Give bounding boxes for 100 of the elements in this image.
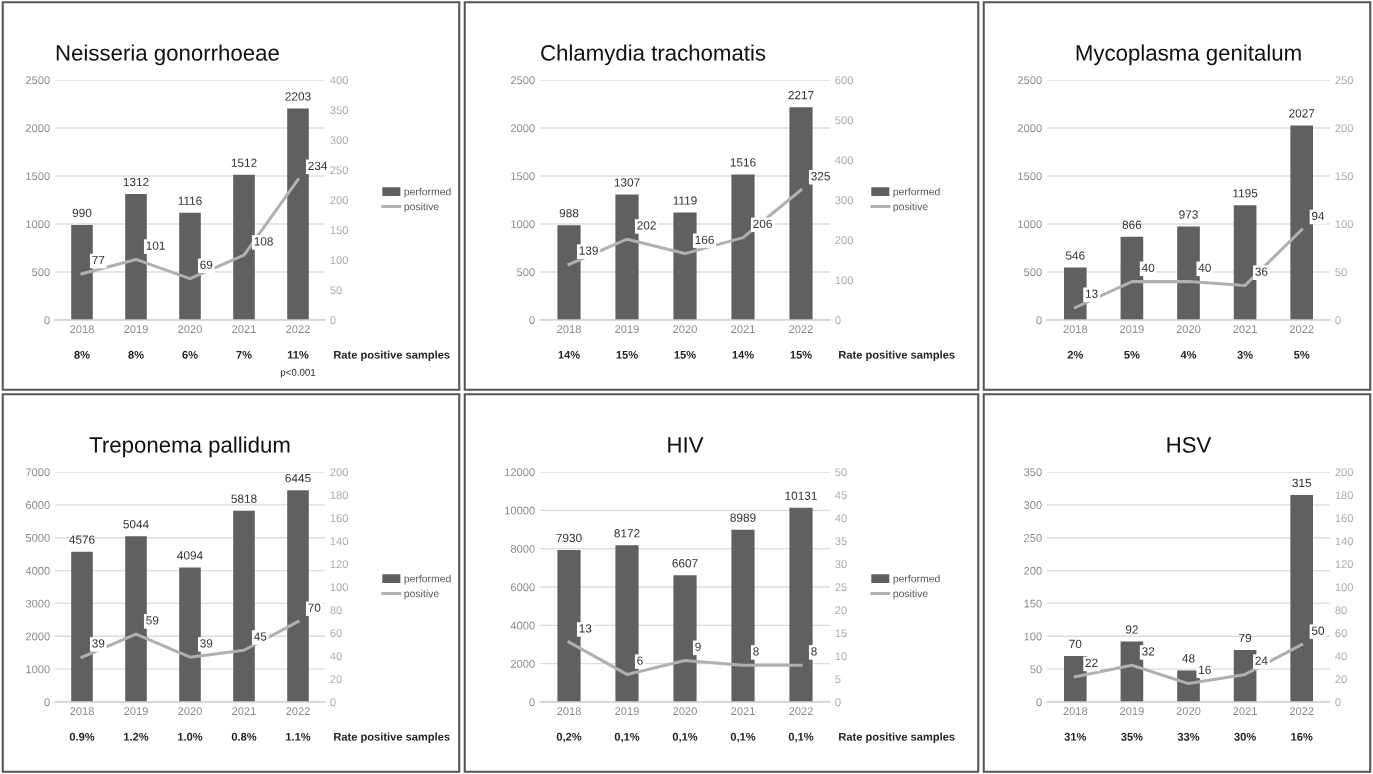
- legend-label: positive: [404, 202, 439, 213]
- bar: [125, 536, 147, 702]
- text: 0.8%: [231, 732, 257, 741]
- y2-tick-label: 200: [330, 468, 348, 477]
- y2-tick-label: 45: [835, 491, 847, 500]
- bar: [557, 225, 581, 320]
- data-label: 77: [92, 255, 105, 265]
- y-tick-label: 0: [44, 698, 50, 707]
- y2-tick-label: 150: [330, 226, 348, 235]
- data-label: 101: [146, 241, 165, 250]
- x-tick-label: 2019: [124, 707, 148, 716]
- legend-label: positive: [893, 589, 928, 600]
- data-label: 4094: [177, 551, 203, 560]
- y2-tick-label: 180: [1335, 491, 1353, 500]
- chart-title: Mycoplasma genitalum: [1076, 44, 1301, 66]
- text: 3%: [1237, 350, 1253, 359]
- y-tick-label: 1000: [26, 665, 50, 674]
- y2-tick-label: 180: [330, 491, 348, 500]
- x-tick-label: 2022: [286, 325, 310, 334]
- data-label: 2203: [285, 92, 311, 101]
- data-label: 6607: [672, 559, 698, 568]
- bar: [179, 212, 201, 320]
- chart-title: Chlamydia trachomatis: [541, 44, 766, 66]
- text: Rate positive samples: [839, 350, 955, 361]
- text: 6%: [182, 350, 198, 359]
- x-tick-label: 2021: [232, 707, 256, 716]
- y2-tick-label: 35: [835, 537, 847, 546]
- x-tick-label: 2020: [1176, 707, 1201, 716]
- y2-tick-label: 60: [1335, 629, 1347, 638]
- y2-tick-label: 200: [835, 236, 853, 245]
- y2-tick-label: 100: [1335, 583, 1353, 592]
- data-label: 108: [254, 237, 273, 246]
- bar: [287, 108, 309, 320]
- legend-label: performed: [404, 187, 451, 198]
- x-tick-label: 2018: [70, 325, 94, 334]
- y-tick-label: 3000: [25, 599, 50, 608]
- y-tick-label: 500: [517, 268, 535, 277]
- bar: [1063, 656, 1087, 702]
- y2-tick-label: 250: [330, 166, 348, 175]
- y2-tick-label: 15: [835, 629, 847, 638]
- data-label: 70: [308, 603, 321, 612]
- text: 1.2%: [124, 732, 149, 741]
- y2-tick-label: 200: [1335, 468, 1353, 477]
- y2-tick-label: 0: [330, 698, 336, 707]
- y2-tick-label: 500: [835, 116, 853, 125]
- y2-tick-label: 20: [330, 675, 342, 684]
- y-tick-label: 1500: [1018, 172, 1042, 181]
- data-label: 6: [637, 656, 643, 665]
- bar: [1290, 495, 1314, 702]
- data-label: 24: [1255, 656, 1268, 665]
- bar: [673, 212, 697, 320]
- data-label: 866: [1122, 220, 1142, 229]
- y2-tick-label: 80: [1335, 606, 1347, 615]
- y-tick-label: 2500: [25, 76, 50, 85]
- y2-tick-label: 100: [835, 276, 853, 285]
- x-tick-label: 2022: [789, 325, 813, 334]
- text: Rate positive samples: [334, 732, 450, 743]
- text: 30%: [1234, 732, 1256, 741]
- text: p<0.001: [280, 368, 316, 378]
- text: 14%: [558, 350, 580, 359]
- line-series: [567, 640, 803, 676]
- y2-tick-label: 50: [835, 468, 847, 477]
- y2-tick-label: 0: [835, 316, 841, 325]
- y2-tick-label: 100: [1335, 220, 1353, 229]
- x-tick-label: 2020: [178, 325, 202, 334]
- x-tick-label: 2020: [1176, 325, 1201, 334]
- data-label: 973: [1179, 210, 1198, 219]
- data-label: 39: [200, 639, 213, 648]
- y2-tick-label: 0: [1335, 316, 1341, 325]
- y-tick-label: 350: [1024, 468, 1042, 477]
- bar: [673, 575, 697, 702]
- text: 7%: [236, 350, 252, 359]
- y-tick-label: 5000: [25, 533, 50, 542]
- text: 1.1%: [286, 732, 311, 741]
- data-label: 8: [811, 647, 817, 656]
- x-tick-label: 2018: [70, 707, 94, 716]
- chart-title: HIV: [668, 437, 704, 453]
- y-tick-label: 200: [1024, 566, 1042, 575]
- data-label: 325: [811, 172, 830, 181]
- x-tick-label: 2018: [1063, 325, 1088, 334]
- y-tick-label: 2500: [510, 76, 535, 85]
- data-label: 48: [1182, 654, 1195, 663]
- x-tick-label: 2020: [178, 707, 202, 716]
- data-label: 36: [1255, 267, 1268, 276]
- bar: [71, 224, 93, 320]
- data-label: 40: [1141, 263, 1155, 272]
- text: 11%: [287, 350, 309, 359]
- y-tick-label: 2000: [510, 659, 535, 668]
- text: 15%: [674, 350, 696, 359]
- y2-tick-label: 100: [330, 256, 348, 265]
- legend-label: positive: [404, 589, 439, 600]
- y2-tick-label: 80: [330, 606, 342, 615]
- y2-tick-label: 60: [330, 629, 342, 638]
- data-label: 45: [253, 632, 267, 641]
- y2-tick-label: 200: [1335, 124, 1353, 133]
- y2-tick-label: 50: [330, 286, 342, 295]
- y-tick-label: 150: [1024, 599, 1042, 608]
- data-label: 8: [753, 647, 759, 656]
- y-tick-label: 0: [44, 316, 50, 325]
- text: 16%: [1291, 732, 1313, 741]
